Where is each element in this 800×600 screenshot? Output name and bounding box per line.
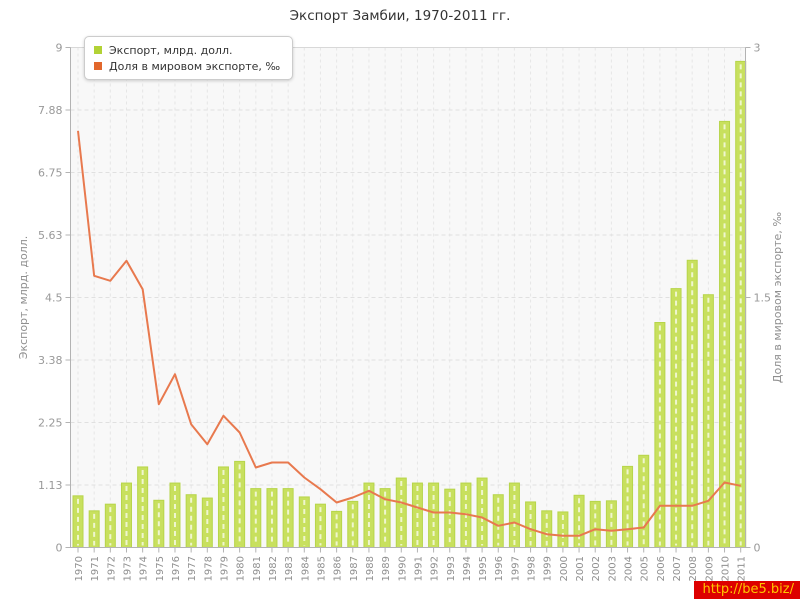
x-axis-tick-label: 1974 — [139, 556, 150, 581]
x-axis-tick-label: 1997 — [510, 556, 521, 581]
x-axis-tick-label: 1983 — [284, 556, 295, 581]
x-axis-tick-label: 1982 — [268, 556, 279, 581]
x-axis-tick-label: 1994 — [462, 556, 473, 581]
legend: Экспорт, млрд. долл. Доля в мировом эксп… — [84, 36, 294, 80]
line-world-share — [77, 130, 741, 537]
left-axis-tick-label: 9 — [56, 42, 63, 55]
x-axis-tick-label: 2006 — [656, 556, 667, 581]
x-axis-tick-label: 1992 — [430, 556, 441, 581]
x-axis-tick-label: 2009 — [704, 556, 715, 581]
x-axis-tick-label: 1976 — [171, 556, 182, 581]
x-axis-tick-label: 1971 — [90, 556, 101, 581]
x-axis-tick-label: 2007 — [672, 556, 683, 581]
x-axis-tick-label: 2005 — [640, 556, 651, 581]
chart-title: Экспорт Замбии, 1970-2011 гг. — [289, 8, 511, 24]
left-axis-tick-label: 2.25 — [38, 417, 63, 430]
x-axis-tick-label: 1990 — [397, 556, 408, 581]
x-axis-tick-label: 1998 — [527, 556, 538, 581]
x-axis-tick-label: 1978 — [203, 556, 214, 581]
x-axis-tick-label: 1985 — [316, 556, 327, 581]
watermark-link[interactable]: http://be5.biz/ — [694, 581, 800, 599]
right-axis-tick-label: 0 — [754, 542, 761, 555]
x-axis-tick-label: 2002 — [591, 556, 602, 581]
right-axis-tick-label: 3 — [754, 42, 761, 55]
legend-label-world-share: Доля в мировом экспорте, ‰ — [109, 59, 281, 73]
legend-item-world-share[interactable]: Доля в мировом экспорте, ‰ — [94, 58, 280, 74]
x-axis-tick-label: 2011 — [737, 556, 748, 581]
x-axis-tick-label: 1987 — [349, 556, 360, 581]
x-axis-tick-label: 1999 — [543, 556, 554, 581]
x-axis-tick-label: 2001 — [575, 556, 586, 581]
legend-label-export: Экспорт, млрд. долл. — [109, 43, 233, 57]
x-axis-tick-label: 1988 — [365, 556, 376, 581]
x-axis-tick-label: 1995 — [478, 556, 489, 581]
x-axis-tick-label: 1981 — [252, 556, 263, 581]
left-axis-tick-label: 3.38 — [38, 354, 63, 367]
legend-item-export[interactable]: Экспорт, млрд. долл. — [94, 42, 280, 58]
x-axis-tick-label: 2004 — [624, 556, 635, 581]
right-axis-tick-label: 1.5 — [754, 292, 772, 305]
left-axis-tick-label: 1.13 — [38, 479, 63, 492]
legend-color-swatch-world-share — [94, 62, 102, 70]
x-axis-tick-label: 1972 — [106, 556, 117, 581]
legend-color-swatch-export — [94, 46, 102, 54]
left-axis-tick-label: 4.5 — [45, 292, 63, 305]
x-axis-tick-label: 1975 — [155, 556, 166, 581]
left-axis-title: Экспорт, млрд. долл. — [17, 236, 30, 359]
x-axis-tick-label: 1977 — [187, 556, 198, 581]
x-axis-tick-label: 1996 — [494, 556, 505, 581]
right-axis-title: Доля в мировом экспорте, ‰ — [771, 212, 784, 383]
left-axis-tick-label: 0 — [56, 542, 63, 555]
x-axis-tick-label: 1993 — [446, 556, 457, 581]
bar-export — [735, 60, 747, 549]
x-axis-tick-label: 1991 — [413, 556, 424, 581]
x-axis-tick-label: 2008 — [688, 556, 699, 581]
left-axis-tick-label: 5.63 — [38, 229, 63, 242]
x-axis-tick-label: 1984 — [300, 556, 311, 581]
x-axis-tick-label: 2003 — [607, 556, 618, 581]
x-axis-tick-label: 1973 — [122, 556, 133, 581]
x-axis-tick-label: 1979 — [219, 556, 230, 581]
x-axis-tick-label: 2000 — [559, 556, 570, 581]
x-axis-tick-label: 1970 — [74, 556, 85, 581]
x-axis-tick-label: 1980 — [236, 556, 247, 581]
left-axis-tick-label: 7.88 — [38, 104, 63, 117]
x-axis-tick-label: 2010 — [721, 556, 732, 581]
x-axis-tick-label: 1986 — [333, 556, 344, 581]
x-axis-tick-label: 1989 — [381, 556, 392, 581]
left-axis-tick-label: 6.75 — [38, 167, 63, 180]
